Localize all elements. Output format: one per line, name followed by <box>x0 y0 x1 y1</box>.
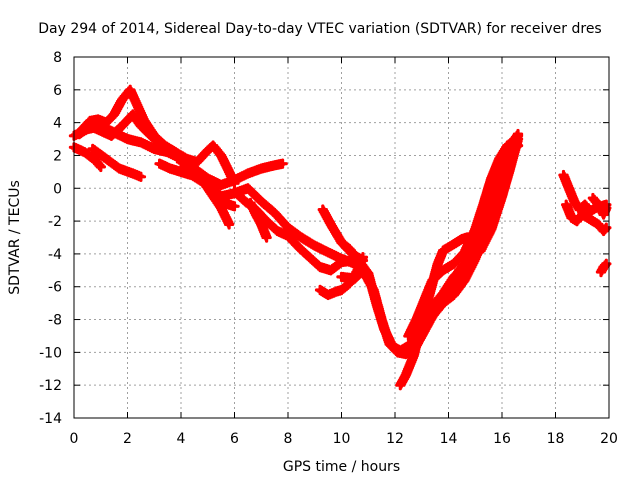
series-arc-15 <box>403 133 521 342</box>
x-axis: 0 2 4 6 8 10 12 14 16 18 20 <box>70 57 618 447</box>
x-tick-label: 12 <box>386 431 404 447</box>
data-series <box>68 84 612 391</box>
x-tick-label: 10 <box>333 431 351 447</box>
y-tick-label: -10 <box>39 345 62 361</box>
series-markers <box>595 258 612 278</box>
series-markers <box>245 197 272 243</box>
series-arc-20 <box>587 192 612 220</box>
y-tick-label: 8 <box>53 50 62 66</box>
x-tick-label: 8 <box>284 431 293 447</box>
series-arc-4 <box>87 143 147 182</box>
y-tick-label: 0 <box>53 181 62 197</box>
y-tick-label: -14 <box>39 411 62 427</box>
y-tick-label: -6 <box>48 280 62 296</box>
series-markers <box>427 140 524 322</box>
series-markers <box>561 199 612 237</box>
series-markers <box>403 133 521 342</box>
series-markers <box>87 143 147 182</box>
y-tick-label: 4 <box>53 116 62 132</box>
x-tick-label: 0 <box>70 431 79 447</box>
chart-title: Day 294 of 2014, Sidereal Day-to-day VTE… <box>38 21 601 37</box>
y-axis-label: SDTVAR / TECUs <box>7 180 23 295</box>
x-tick-label: 2 <box>123 431 132 447</box>
series-arc-21 <box>595 258 612 278</box>
y-tick-label: 6 <box>53 83 62 99</box>
series-arc-19 <box>561 199 612 237</box>
y-tick-label: -12 <box>39 378 62 394</box>
x-tick-label: 18 <box>547 431 565 447</box>
y-axis: -14 -12 -10 -8 -6 -4 -2 0 2 4 6 8 <box>39 50 609 427</box>
series-markers <box>587 192 612 220</box>
x-tick-label: 16 <box>493 431 511 447</box>
x-axis-label: GPS time / hours <box>283 459 400 475</box>
x-tick-label: 20 <box>600 431 618 447</box>
x-tick-label: 14 <box>440 431 458 447</box>
y-tick-label: 2 <box>53 148 62 164</box>
x-tick-label: 4 <box>177 431 186 447</box>
series-arc-9 <box>245 197 272 243</box>
y-tick-label: -2 <box>48 214 62 230</box>
x-tick-label: 6 <box>230 431 239 447</box>
y-tick-label: -8 <box>48 313 62 329</box>
series-arc-17 <box>427 140 524 322</box>
y-tick-label: -4 <box>48 247 62 263</box>
